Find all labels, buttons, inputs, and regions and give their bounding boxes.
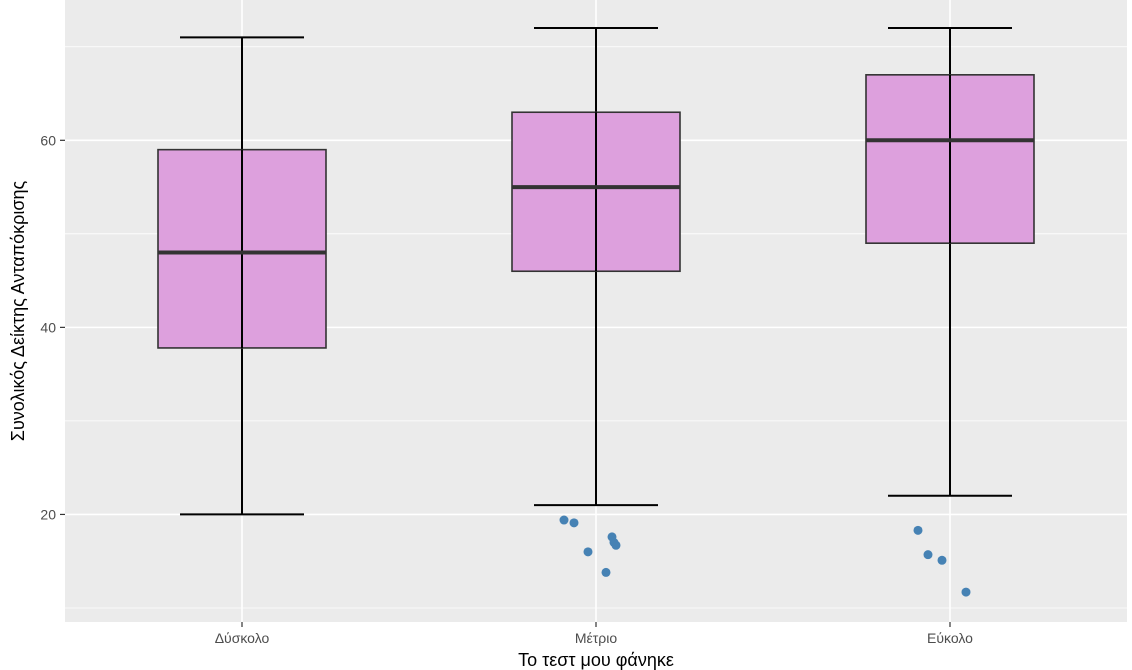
y-axis-title: Συνολικός Δείκτης Ανταπόκρισης [8,180,28,441]
outlier-point [961,587,971,597]
y-tick-label: 60 [40,132,56,148]
outlier-point [923,550,933,560]
box-group [157,36,327,516]
outlier-point [937,555,947,565]
outlier-point [559,515,569,525]
box-group [865,27,1035,597]
x-tick-label: Μέτριο [575,630,618,646]
outlier-point [601,567,611,577]
box-group [511,27,681,577]
outlier-point [569,518,579,528]
x-axis-title: Το τεστ μου φάνηκε [518,650,674,670]
outlier-point [913,525,923,535]
box-marks [157,27,1035,597]
x-tick-label: Εύκολο [927,630,973,646]
outlier-point [583,547,593,557]
y-tick-label: 40 [40,319,56,335]
y-tick-label: 20 [40,506,56,522]
axis-ticks: 20 40 60 Δύσκολο Μέτριο Εύκολο [40,132,973,646]
outlier-point [611,540,621,550]
x-tick-label: Δύσκολο [215,630,270,646]
